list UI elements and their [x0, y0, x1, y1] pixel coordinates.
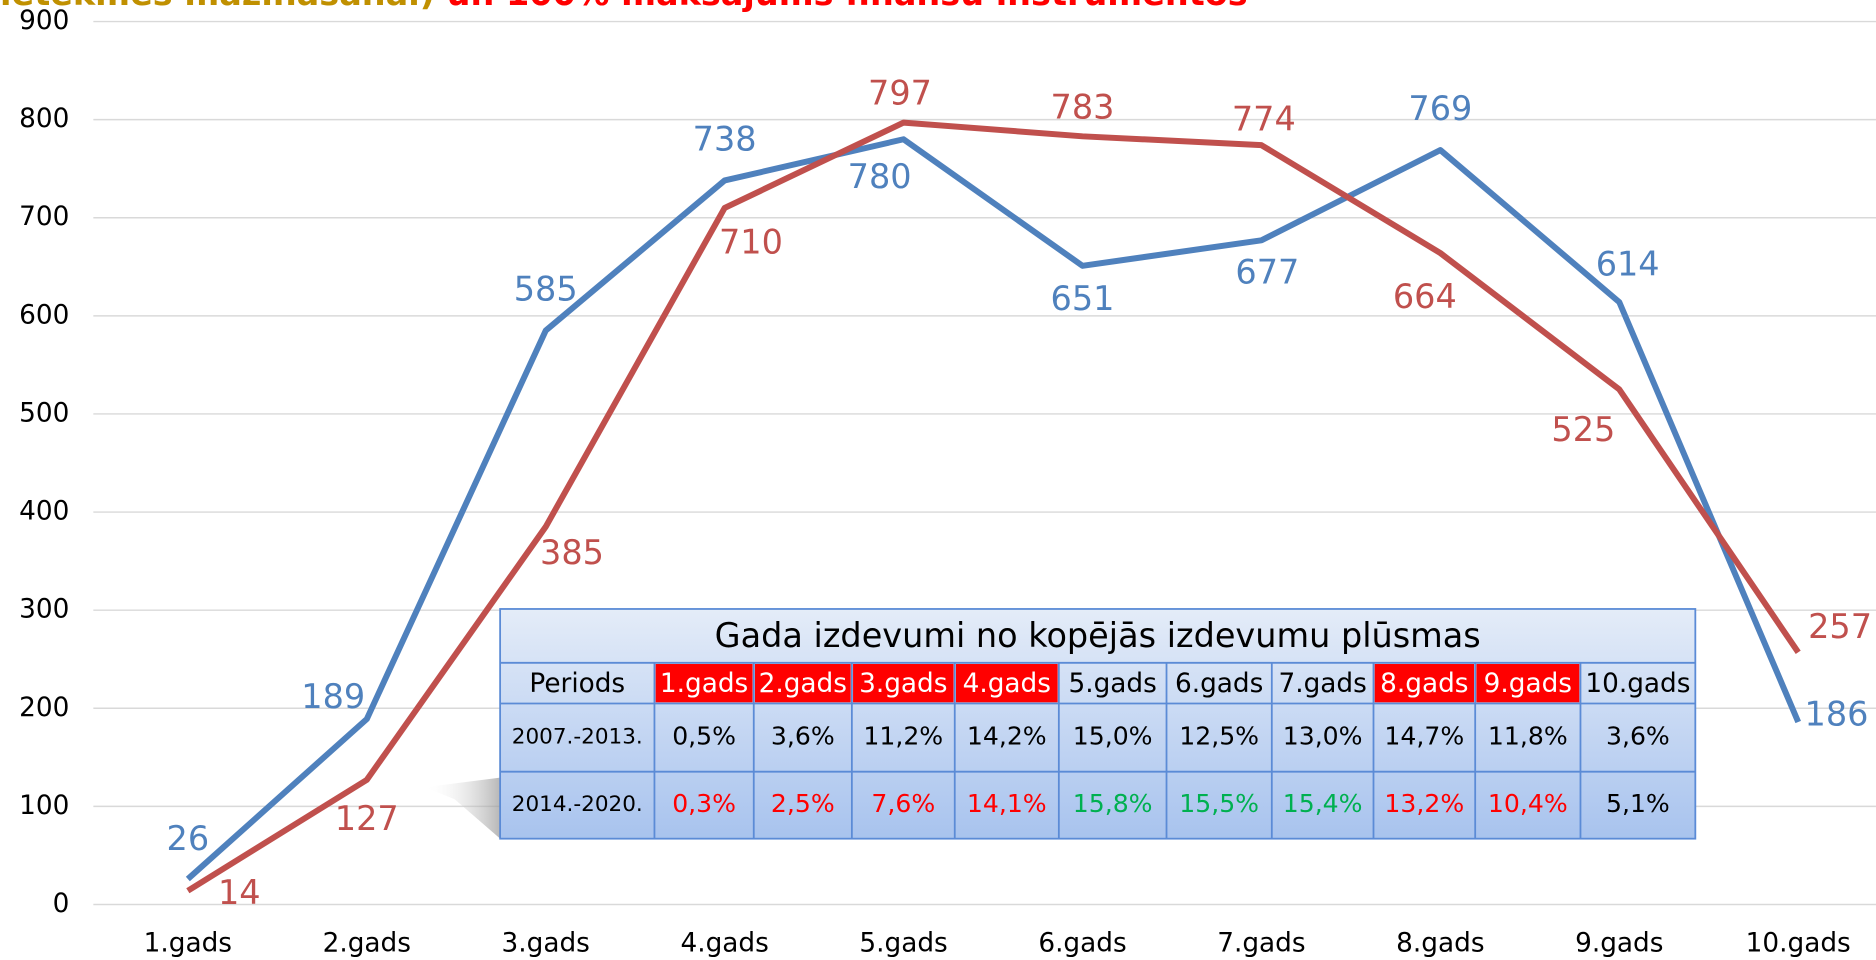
header-cell-fill — [853, 664, 954, 703]
x-tick-label: 6.gads — [1038, 928, 1126, 958]
x-tick-label: 8.gads — [1396, 928, 1484, 958]
table-header: 4.gads — [963, 669, 1051, 699]
y-tick-label: 800 — [19, 104, 69, 134]
data-label: 677 — [1235, 252, 1299, 291]
table-cell: 2014.-2020. — [512, 792, 643, 817]
table-header: 3.gads — [859, 669, 947, 699]
table-header: 9.gads — [1484, 669, 1572, 699]
y-tick-label: 400 — [19, 497, 69, 527]
x-tick-label: 9.gads — [1575, 928, 1663, 958]
data-label: 783 — [1051, 87, 1115, 126]
data-label: 127 — [335, 799, 399, 838]
y-tick-label: 700 — [19, 202, 69, 232]
data-label: 525 — [1551, 410, 1615, 449]
x-tick-label: 10.gads — [1746, 928, 1851, 958]
table-cell: 15,4% — [1283, 789, 1363, 818]
data-label: 769 — [1408, 89, 1472, 128]
y-tick-label: 300 — [19, 595, 69, 625]
table-cell: 14,2% — [967, 722, 1047, 751]
header-cell-fill — [955, 664, 1058, 703]
data-label: 189 — [301, 677, 365, 716]
data-label: 780 — [848, 157, 912, 196]
data-label: 257 — [1808, 607, 1872, 646]
y-tick-label: 600 — [19, 300, 69, 330]
table-cell: 14,1% — [967, 789, 1047, 818]
y-tick-label: 900 — [19, 6, 69, 36]
data-label: 26 — [167, 819, 210, 858]
data-label: 651 — [1051, 279, 1115, 318]
header-cell-fill — [1374, 664, 1474, 703]
data-label: 186 — [1805, 695, 1869, 734]
data-label: 614 — [1596, 245, 1660, 284]
y-tick-label: 500 — [19, 398, 69, 428]
data-label: 738 — [693, 119, 757, 158]
data-label: 664 — [1393, 277, 1457, 316]
table-header: 7.gads — [1278, 669, 1366, 699]
title-part: un 100% maksājums finanšu instrumentos — [435, 0, 1248, 13]
y-tick-label: 0 — [53, 889, 70, 919]
table-cell: 3,6% — [771, 722, 835, 751]
y-tick-label: 100 — [19, 791, 69, 821]
chart-title: ietekmes mazināšanai) un 100% maksājums … — [0, 0, 1248, 13]
table-shadow — [424, 777, 501, 839]
table-cell: 14,7% — [1384, 722, 1464, 751]
header-cell-fill — [1476, 664, 1580, 703]
table-cell: 11,2% — [863, 722, 943, 751]
title-part: ietekmes mazināšanai) — [0, 0, 435, 13]
x-tick-label: 4.gads — [680, 928, 768, 958]
table-title: Gada izdevumi no kopējās izdevumu plūsma… — [715, 616, 1481, 655]
data-label: 14 — [218, 873, 261, 912]
data-label: 385 — [540, 533, 604, 572]
x-tick-label: 7.gads — [1217, 928, 1305, 958]
data-label: 585 — [514, 270, 578, 309]
table-cell: 10,4% — [1488, 789, 1568, 818]
table-cell: 2007.-2013. — [512, 725, 643, 750]
table-cell: 5,1% — [1606, 789, 1670, 818]
header-cell-fill — [655, 664, 753, 703]
table-cell: 13,2% — [1384, 789, 1464, 818]
table-cell: 0,3% — [672, 789, 736, 818]
x-tick-label: 2.gads — [323, 928, 411, 958]
table-cell: 2,5% — [771, 789, 835, 818]
table-cell: 7,6% — [871, 789, 935, 818]
table-cell: 3,6% — [1606, 722, 1670, 751]
table-cell: 11,8% — [1488, 722, 1568, 751]
table-cell: 15,8% — [1073, 789, 1153, 818]
table-cell: 12,5% — [1179, 722, 1259, 751]
series-line — [186, 119, 1801, 894]
table-header: 5.gads — [1069, 669, 1157, 699]
table-cell: 15,0% — [1073, 722, 1153, 751]
table-header: Periods — [529, 669, 625, 699]
x-tick-label: 5.gads — [859, 928, 947, 958]
table-cell: 15,5% — [1179, 789, 1259, 818]
series-line — [185, 136, 1801, 882]
table-header: 6.gads — [1175, 669, 1263, 699]
table-header: 8.gads — [1380, 669, 1468, 699]
data-label: 774 — [1232, 100, 1296, 139]
table-cell: 0,5% — [672, 722, 736, 751]
table-header: 2.gads — [759, 669, 847, 699]
x-tick-label: 1.gads — [144, 928, 232, 958]
table-cell: 13,0% — [1283, 722, 1363, 751]
table-header: 1.gads — [660, 669, 748, 699]
table-header: 10.gads — [1585, 669, 1690, 699]
data-label: 710 — [719, 222, 783, 261]
data-label: 797 — [868, 74, 932, 113]
header-cell-fill — [754, 664, 851, 703]
table-bg — [499, 608, 1697, 840]
x-tick-label: 3.gads — [502, 928, 590, 958]
y-tick-label: 200 — [19, 693, 69, 723]
